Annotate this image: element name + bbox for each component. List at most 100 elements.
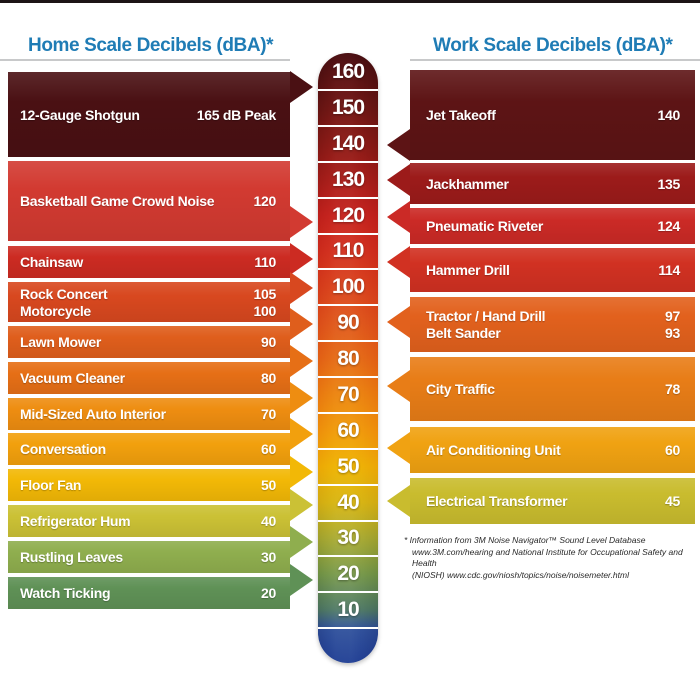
scale-separator xyxy=(318,124,378,127)
bar-value: 90 xyxy=(261,334,276,350)
bar-entry: Jackhammer 135 xyxy=(410,176,695,192)
work-bar-row: Jet Takeoff 140 xyxy=(410,70,695,160)
scale-tick-label: 100 xyxy=(331,275,365,299)
home-bar-arrow-icon xyxy=(290,71,313,103)
bar-value: 60 xyxy=(261,441,276,457)
bar-entry: Watch Ticking 20 xyxy=(8,585,290,601)
bar-entry: Motorcycle 100 xyxy=(8,303,290,319)
bar-value: 120 xyxy=(253,193,277,209)
home-bar-arrow-icon xyxy=(290,526,313,558)
bar-label: Air Conditioning Unit xyxy=(426,442,561,458)
bar-entry: Rustling Leaves 30 xyxy=(8,549,290,565)
work-bar-row: Hammer Drill 114 xyxy=(410,248,695,292)
bar-value: 45 xyxy=(665,493,680,509)
work-bar-row: Tractor / Hand Drill 97 Belt Sander 93 xyxy=(410,297,695,352)
bar-entry: Rock Concert 105 xyxy=(8,286,290,302)
home-bar-row: Refrigerator Hum 40 xyxy=(8,505,290,537)
bar-entry: Mid-Sized Auto Interior 70 xyxy=(8,406,290,422)
bar-value: 97 xyxy=(665,308,680,324)
bar-entry: Tractor / Hand Drill 97 xyxy=(410,308,695,324)
bar-value: 50 xyxy=(261,477,276,493)
bar-entry: Conversation 60 xyxy=(8,441,290,457)
bar-value: 30 xyxy=(261,549,276,565)
bar-value: 135 xyxy=(657,175,681,192)
bar-entry: Refrigerator Hum 40 xyxy=(8,513,290,529)
bar-label: Chainsaw xyxy=(20,254,83,270)
bar-entry: Lawn Mower 90 xyxy=(8,334,290,350)
bar-entry: Hammer Drill 114 xyxy=(410,262,695,278)
scale-separator xyxy=(318,340,378,343)
bar-label: Electrical Transformer xyxy=(426,493,568,509)
work-bar-arrow-icon xyxy=(387,370,410,402)
bar-label: Jackhammer xyxy=(426,175,509,192)
bar-value: 165 dB Peak xyxy=(196,106,277,123)
bar-value: 110 xyxy=(254,254,276,270)
work-bar-row: Jackhammer 135 xyxy=(410,163,695,204)
scale-tick-label: 70 xyxy=(337,382,359,406)
home-bar-row: Watch Ticking 20 xyxy=(8,577,290,609)
bar-entry: Vacuum Cleaner 80 xyxy=(8,370,290,386)
bar-entry: Floor Fan 50 xyxy=(8,477,290,493)
decibel-scale-thermometer: 160 150 140 130 120 110 100 90 80 70 60 50 40 30 20 10 xyxy=(318,53,378,663)
home-bar-arrow-icon xyxy=(290,243,313,275)
bar-value: 60 xyxy=(665,442,680,458)
scale-separator xyxy=(318,591,378,594)
thermometer-gloss xyxy=(318,53,378,663)
home-bar-row: Mid-Sized Auto Interior 70 xyxy=(8,398,290,430)
home-bar-arrow-icon xyxy=(290,272,313,304)
footnote-line: (NIOSH) www.cdc.gov/niosh/topics/noise/n… xyxy=(412,569,629,580)
home-bar-row: Conversation 60 xyxy=(8,433,290,465)
bar-label: Rustling Leaves xyxy=(20,549,123,565)
bar-label: Vacuum Cleaner xyxy=(20,370,125,386)
work-bar-arrow-icon xyxy=(387,306,410,338)
home-title-underline xyxy=(0,59,290,61)
scale-tick-label: 30 xyxy=(337,526,359,550)
footnote: * Information from 3M Noise Navigator™ S… xyxy=(404,535,696,581)
scale-tick-label: 120 xyxy=(331,203,365,227)
bar-label: Watch Ticking xyxy=(20,585,111,601)
scale-tick-label: 60 xyxy=(337,418,359,442)
scale-separator xyxy=(318,196,378,199)
bar-label: Hammer Drill xyxy=(426,262,510,278)
scale-separator xyxy=(318,232,378,235)
home-bar-arrow-icon xyxy=(290,489,313,521)
top-border-line xyxy=(0,0,700,3)
scale-separator xyxy=(318,268,378,271)
bar-label: Basketball Game Crowd Noise xyxy=(20,193,215,209)
scale-separator xyxy=(318,89,378,91)
bar-label: Conversation xyxy=(20,441,106,457)
bar-label: City Traffic xyxy=(426,381,495,397)
footnote-line: www.3M.com/hearing and National Institut… xyxy=(412,546,683,569)
home-bar-row: Rock Concert 105 Motorcycle 100 xyxy=(8,282,290,322)
scale-separator xyxy=(318,447,378,450)
bar-value: 105 xyxy=(253,285,277,302)
bar-entry: Chainsaw 110 xyxy=(8,254,290,270)
home-bar-arrow-icon xyxy=(290,418,313,450)
bar-value: 80 xyxy=(261,370,276,386)
bar-entry: City Traffic 78 xyxy=(410,381,695,397)
work-scale-title: Work Scale Decibels (dBA)* xyxy=(433,35,673,56)
home-bar-arrow-icon xyxy=(290,345,313,377)
scale-separator xyxy=(318,627,378,630)
home-bar-row: Vacuum Cleaner 80 xyxy=(8,362,290,394)
scale-tick-label: 20 xyxy=(337,562,359,586)
scale-tick-label: 160 xyxy=(331,60,365,83)
bar-entry: Basketball Game Crowd Noise 120 xyxy=(8,193,290,209)
home-bar-row: Rustling Leaves 30 xyxy=(8,541,290,573)
home-scale-title: Home Scale Decibels (dBA)* xyxy=(28,35,274,56)
bar-entry: 12-Gauge Shotgun 165 dB Peak xyxy=(8,107,290,123)
scale-separator xyxy=(318,519,378,522)
home-bar-row: Lawn Mower 90 xyxy=(8,326,290,358)
scale-tick-label: 10 xyxy=(337,598,359,622)
home-bar-row: Basketball Game Crowd Noise 120 xyxy=(8,161,290,241)
work-bar-row: Electrical Transformer 45 xyxy=(410,478,695,524)
home-bar-arrow-icon xyxy=(290,382,313,414)
bar-label: Tractor / Hand Drill xyxy=(426,308,546,324)
home-bar-row: Floor Fan 50 xyxy=(8,469,290,501)
bar-value: 114 xyxy=(658,262,680,278)
work-bar-row: City Traffic 78 xyxy=(410,357,695,421)
scale-tick-label: 80 xyxy=(337,347,359,370)
work-bar-arrow-icon xyxy=(387,164,410,196)
bar-label: Jet Takeoff xyxy=(426,107,496,123)
work-bar-row: Air Conditioning Unit 60 xyxy=(410,427,695,473)
